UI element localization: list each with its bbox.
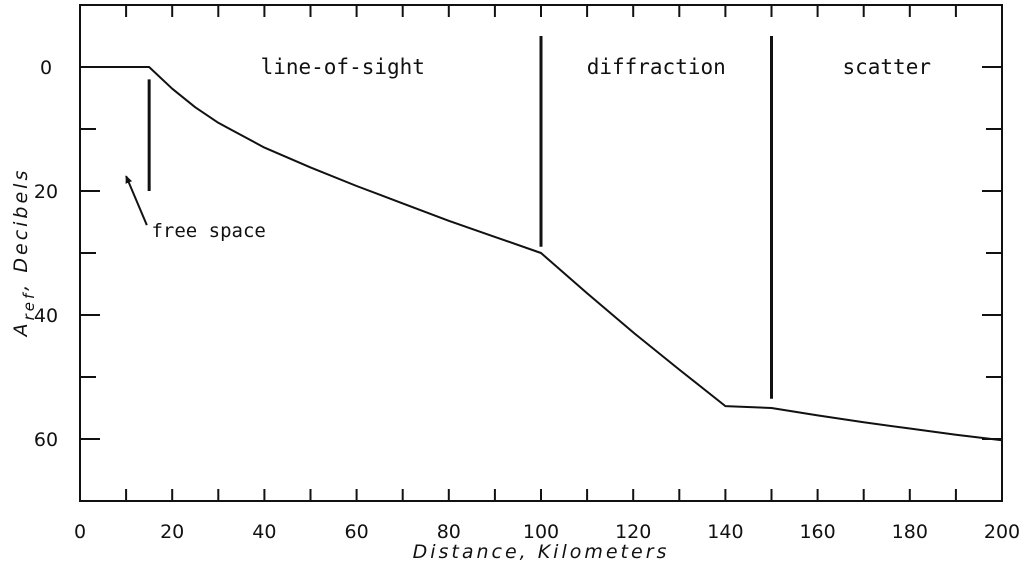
region-labels: line-of-sight diffraction scatter (261, 55, 931, 79)
region-boundaries (147, 36, 773, 399)
plot-frame (79, 4, 1003, 502)
x-axis-title: Distance, Kilometers (413, 541, 670, 563)
x-tick-label: 200 (984, 521, 1020, 543)
y-tick-label: 60 (34, 429, 58, 451)
x-tick-label: 0 (74, 521, 86, 543)
y-tick-label: 20 (34, 181, 58, 203)
tick-labels: 0 20 40 60 80 100 120 140 160 180 200 0 20 40 60 (34, 57, 1020, 543)
free-space-annotation-label: free space (151, 220, 265, 242)
annotation: free space (125, 175, 266, 242)
x-tick-label: 140 (707, 521, 743, 543)
x-tick-label: 120 (615, 521, 651, 543)
x-tick-label: 20 (160, 521, 184, 543)
x-tick-label: 160 (799, 521, 835, 543)
attenuation-curve (80, 66, 1003, 442)
series (80, 66, 1003, 442)
x-tick-label: 80 (437, 521, 461, 543)
x-tick-label: 100 (523, 521, 559, 543)
y-tick-label: 40 (34, 305, 58, 327)
y-tick-label: 0 (40, 57, 52, 79)
x-tick-label: 40 (252, 521, 276, 543)
x-tick-label: 60 (345, 521, 369, 543)
region-label: line-of-sight (261, 55, 425, 79)
region-label: scatter (842, 55, 931, 79)
x-tick-label: 180 (892, 521, 928, 543)
y-axis-title: Aref, Decibels (10, 168, 38, 339)
region-label: diffraction (587, 55, 726, 79)
free-space-arrow (125, 175, 148, 226)
axis-ticks (79, 5, 1003, 501)
